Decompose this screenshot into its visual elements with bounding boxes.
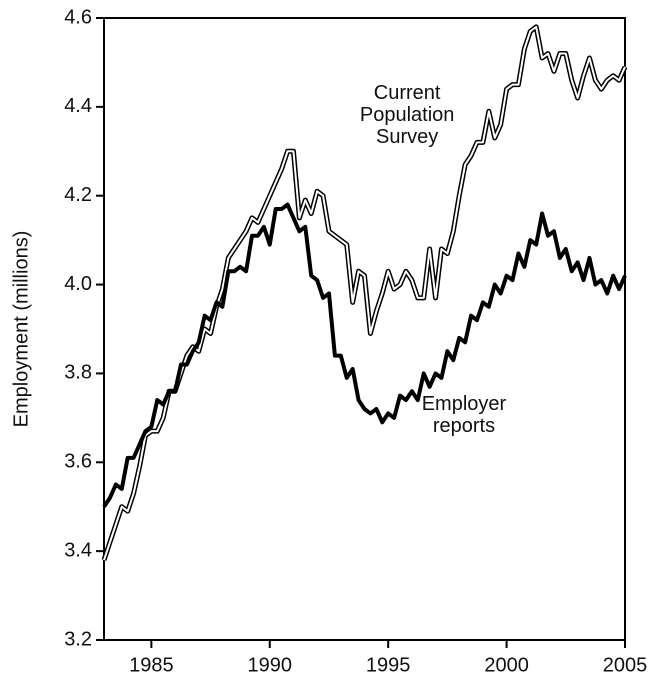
annotation: Survey (376, 126, 438, 148)
x-tick-label: 2005 (603, 654, 648, 676)
y-tick-label: 3.4 (64, 539, 92, 561)
x-tick-label: 1985 (129, 654, 174, 676)
annotation: Current (374, 82, 441, 104)
plot-frame (103, 17, 626, 641)
y-tick-label: 3.8 (64, 362, 92, 384)
y-tick-label: 4.6 (64, 6, 92, 28)
y-tick-label: 4.2 (64, 184, 92, 206)
annotation: Employer (422, 393, 507, 415)
y-tick-label: 3.6 (64, 451, 92, 473)
x-tick-label: 2000 (484, 654, 529, 676)
y-axis-label: Employment (millions) (10, 231, 32, 428)
y-tick-label: 4.0 (64, 273, 92, 295)
x-tick-label: 1995 (366, 654, 411, 676)
annotation: reports (433, 415, 495, 437)
series-line (102, 202, 627, 508)
y-tick-label: 3.2 (64, 628, 92, 650)
series-line (103, 25, 626, 561)
x-tick-label: 1990 (248, 654, 293, 676)
annotation: Population (360, 104, 455, 126)
y-tick-label: 4.4 (64, 95, 92, 117)
